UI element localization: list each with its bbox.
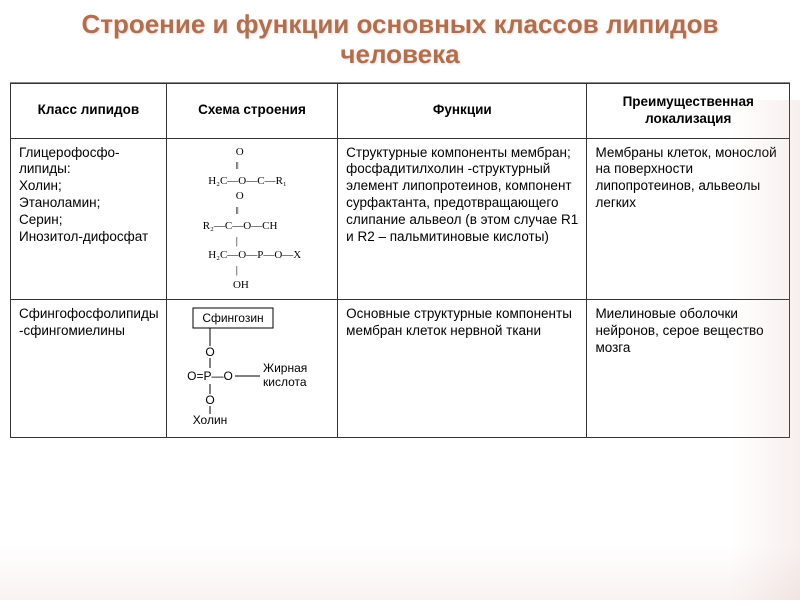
table-row: Сфингофосфолипиды-сфингомиелины Сфингози…: [11, 300, 790, 438]
label-choline: Холин: [192, 413, 227, 426]
slide-container: Строение и функции основных классов липи…: [0, 0, 800, 600]
title-area: Строение и функции основных классов липи…: [0, 0, 800, 78]
label-sphingosine: Сфингозин: [202, 311, 263, 325]
col-header-class: Класс липидов: [11, 83, 167, 138]
col-header-localization: Преимущественная локализация: [587, 83, 790, 138]
label-o1: O: [205, 345, 214, 359]
col-header-functions: Функции: [338, 83, 587, 138]
sphingomyelin-diagram: Сфингозин O O=P—O Жирная: [175, 306, 330, 426]
label-phosphate: O=P—O: [187, 369, 233, 383]
table-header-row: Класс липидов Схема строения Функции Пре…: [11, 83, 790, 138]
table-row: Глицерофосфо-липиды:Холин;Этаноламин;Сер…: [11, 138, 790, 299]
lipids-table: Класс липидов Схема строения Функции Пре…: [10, 83, 790, 438]
cell-class: Глицерофосфо-липиды:Холин;Этаноламин;Сер…: [11, 138, 167, 299]
cell-scheme: O ‖ H₂C—O—C—R₁ O ‖ R₂—C—O—CH | H₂C—O—P—O…: [166, 138, 337, 299]
slide-title: Строение и функции основных классов липи…: [40, 10, 760, 70]
cell-functions: Структурные компоненты мембран;фосфадити…: [338, 138, 587, 299]
label-fatty-acid-1: Жирная: [263, 361, 307, 375]
glycerophospholipid-formula: O ‖ H₂C—O—C—R₁ O ‖ R₂—C—O—CH | H₂C—O—P—O…: [203, 145, 302, 293]
table-container: Класс липидов Схема строения Функции Пре…: [0, 83, 800, 438]
cell-localization: Мембраны клеток, монослой на поверхности…: [587, 138, 790, 299]
cell-scheme: Сфингозин O O=P—O Жирная: [166, 300, 337, 438]
cell-localization: Миелиновые оболочки нейронов, серое веще…: [587, 300, 790, 438]
label-o2: O: [205, 393, 214, 407]
label-fatty-acid-2: кислота: [263, 375, 307, 389]
cell-class: Сфингофосфолипиды-сфингомиелины: [11, 300, 167, 438]
cell-functions: Основные структурные компоненты мембран …: [338, 300, 587, 438]
decorative-bottom-texture: [0, 545, 800, 600]
col-header-scheme: Схема строения: [166, 83, 337, 138]
